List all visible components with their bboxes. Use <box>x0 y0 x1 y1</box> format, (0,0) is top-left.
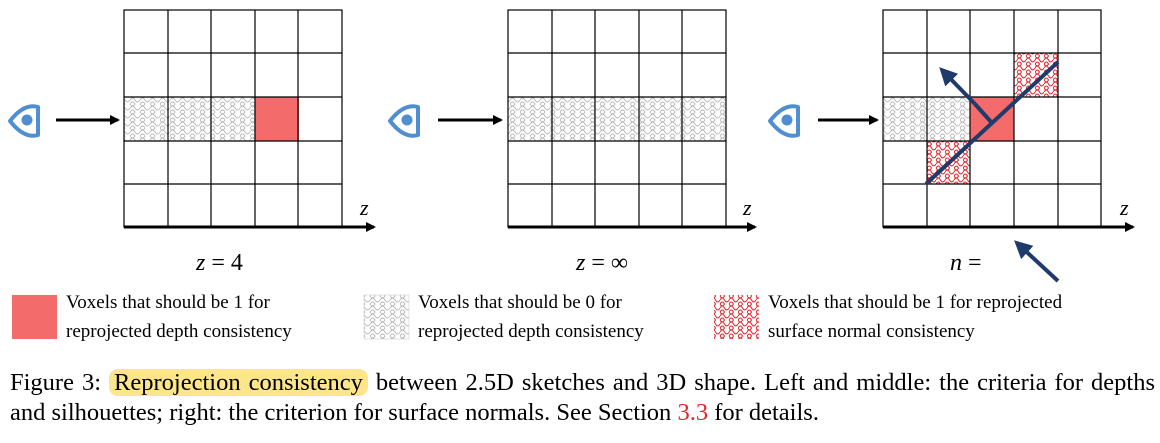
legend-label-3b: surface normal consistency <box>768 321 975 342</box>
legend-label-2b: reprojected depth consistency <box>418 321 644 342</box>
z-axis-label: z <box>359 195 369 220</box>
legend-label-1a: Voxels that should be 1 for <box>66 292 271 313</box>
caption-suffix: for details. <box>708 399 819 426</box>
depth-one-voxel <box>255 97 299 141</box>
panel-left: z z = 4 <box>8 9 376 276</box>
eye-icon <box>768 104 800 138</box>
figure: z z = 4 z z = ∞ <box>8 9 1135 342</box>
panel-equation: z = ∞ <box>575 250 628 276</box>
figure-caption: Figure 3: Reprojection consistency betwe… <box>10 368 1155 428</box>
caption-prefix: Figure 3: <box>10 369 110 396</box>
panel-right: z n = <box>768 9 1135 283</box>
normal-voxel-upper <box>1014 53 1058 97</box>
normal-direction-arrow <box>1014 240 1060 283</box>
normal-stub <box>973 102 994 125</box>
panel-equation: z = 4 <box>195 250 243 276</box>
eye-icon <box>8 104 40 138</box>
eye-icon <box>388 104 420 138</box>
legend: Voxels that should be 1 for reprojected … <box>12 292 1063 342</box>
legend-label-3a: Voxels that should be 1 for reprojected <box>768 292 1063 313</box>
legend-swatch-red <box>12 295 57 339</box>
caption-highlight: Reprojection consistency <box>109 369 368 396</box>
surface-normal-arrow <box>939 67 977 106</box>
legend-label-1b: reprojected depth consistency <box>66 321 292 342</box>
depth-zero-voxels <box>508 97 726 141</box>
panel-equation: n = <box>950 250 982 276</box>
z-axis-label: z <box>742 195 752 220</box>
panel-middle: z z = ∞ <box>388 9 757 276</box>
legend-swatch-grey <box>363 294 410 340</box>
legend-swatch-red-pattern <box>714 295 759 339</box>
caption-body: between 2.5D sketches and 3D shape. Left… <box>10 369 1155 426</box>
voxel-grid <box>882 9 1102 228</box>
depth-zero-voxels <box>124 97 255 141</box>
z-axis-label: z <box>1119 195 1129 220</box>
section-reference-link[interactable]: 3.3 <box>677 399 709 426</box>
legend-label-2a: Voxels that should be 0 for <box>418 292 623 313</box>
